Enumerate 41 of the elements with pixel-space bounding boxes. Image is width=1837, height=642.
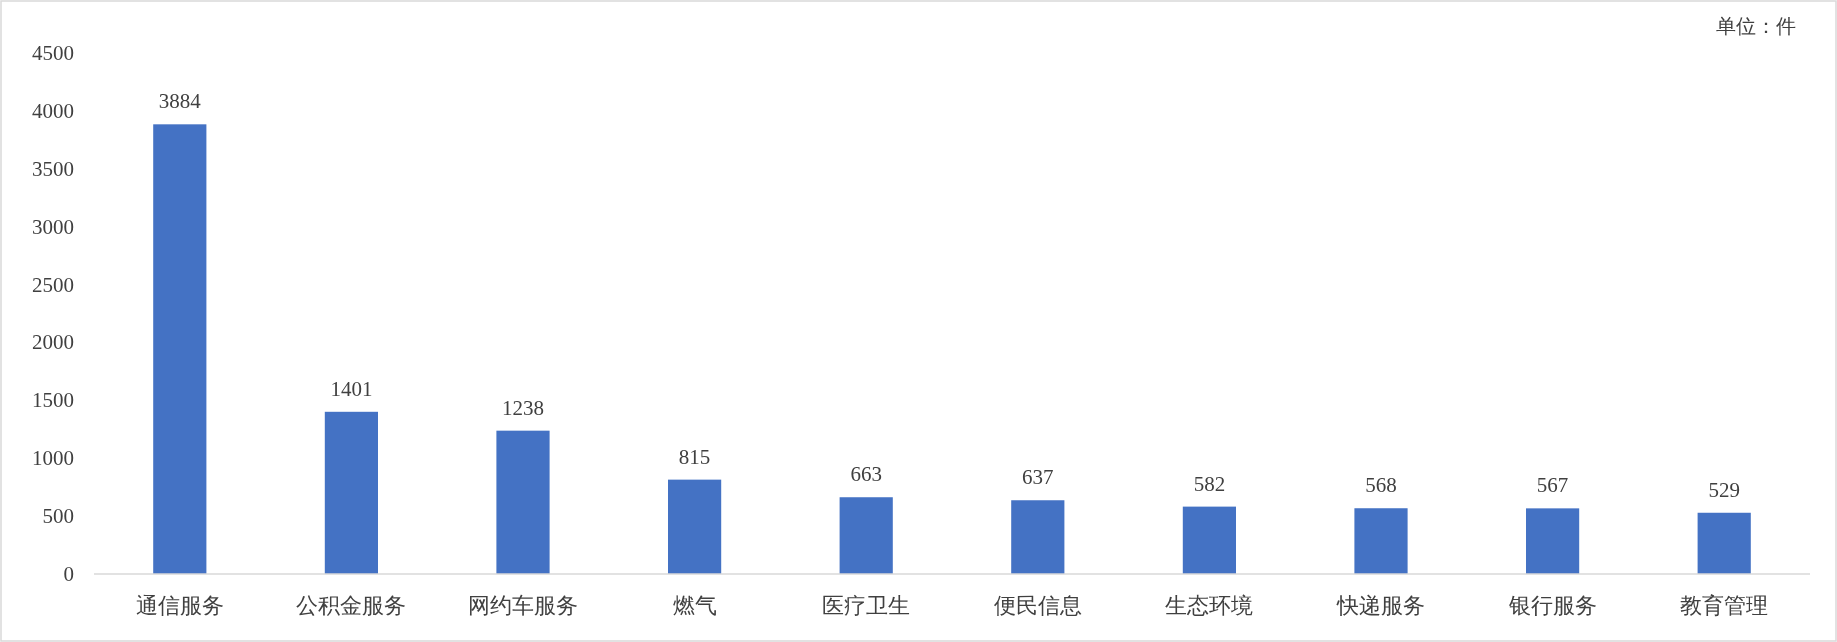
bar: [1697, 512, 1751, 574]
y-tick-label: 4000: [32, 98, 74, 123]
x-tick-label: 网约车服务: [468, 593, 578, 618]
data-label: 529: [1708, 477, 1740, 502]
data-label: 582: [1193, 471, 1226, 496]
data-label: 567: [1536, 473, 1569, 498]
y-tick-label: 1000: [32, 446, 74, 471]
bar: [153, 124, 207, 574]
text: 单位：件: [1716, 15, 1796, 37]
data-label: 815: [678, 444, 711, 469]
x-tick-label: 公积金服务: [296, 593, 407, 618]
x-tick-label: 通信服务: [135, 593, 224, 618]
bar: [324, 411, 378, 574]
x-tick-label: 银行服务: [1507, 593, 1597, 618]
bar: [496, 430, 550, 574]
data-label: 637: [1022, 465, 1054, 490]
x-tick-label: 生态环境: [1165, 593, 1254, 618]
y-tick-label: 3500: [32, 156, 74, 181]
y-tick-label: 500: [42, 504, 74, 529]
data-label: 663: [850, 462, 882, 487]
x-tick-label: 医疗卫生: [822, 593, 911, 618]
bar: [1526, 508, 1580, 574]
x-tick-label: 燃气: [672, 593, 717, 618]
x-tick-label: 快递服务: [1336, 593, 1425, 618]
x-tick-label: 便民信息: [993, 593, 1082, 618]
data-label: 3884: [158, 89, 202, 114]
bar: [839, 497, 893, 574]
y-tick-label: 0: [63, 562, 74, 586]
bar: [1182, 506, 1236, 574]
data-label: 568: [1365, 473, 1397, 498]
y-tick-label: 1500: [32, 388, 74, 413]
bar: [1354, 508, 1408, 574]
y-tick-label: 4500: [32, 41, 74, 65]
y-tick-label: 2500: [32, 272, 74, 297]
bar: [668, 479, 722, 574]
x-tick-label: 教育管理: [1680, 593, 1769, 618]
y-tick-label: 2000: [32, 330, 74, 355]
y-tick-label: 3000: [32, 214, 74, 239]
data-label: 1401: [330, 376, 373, 401]
data-label: 1238: [502, 395, 544, 420]
bar: [1011, 500, 1065, 574]
